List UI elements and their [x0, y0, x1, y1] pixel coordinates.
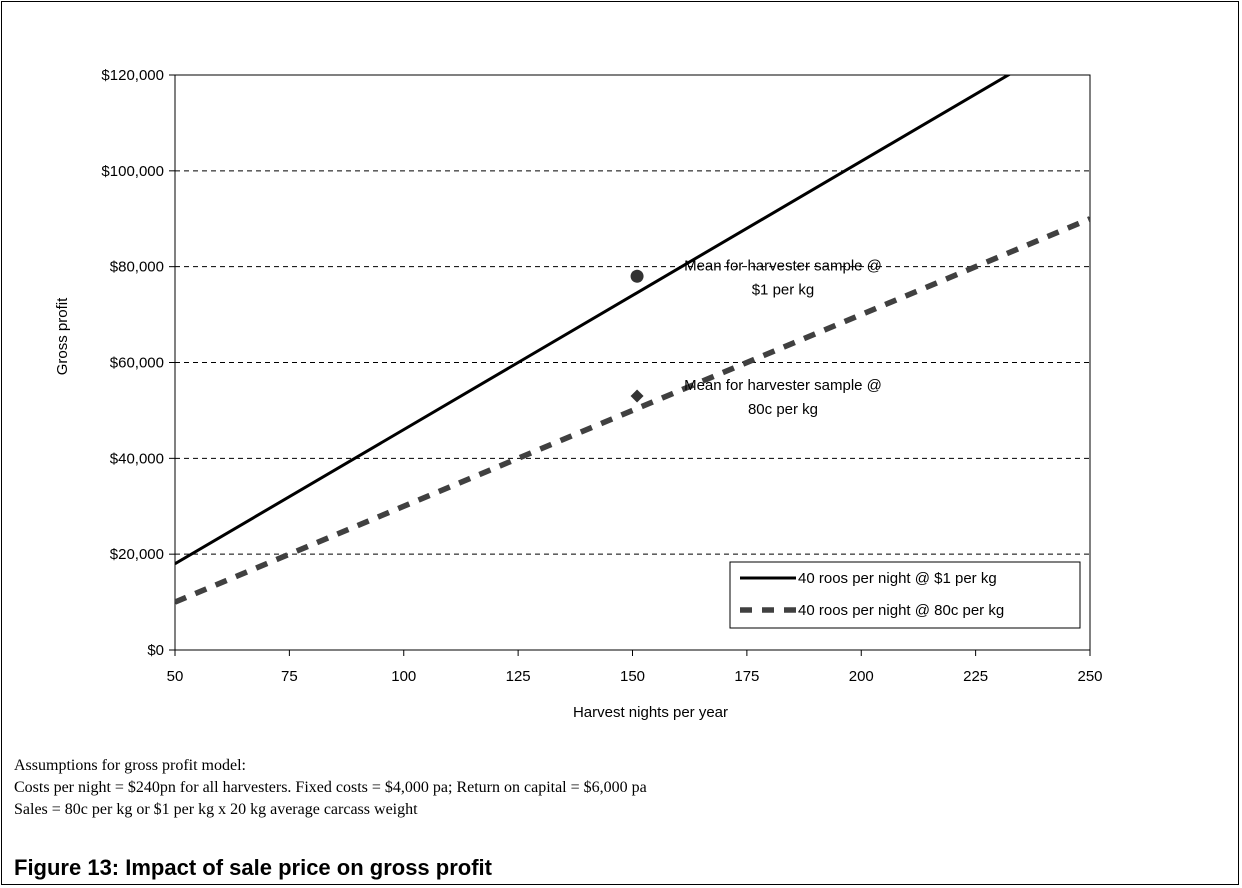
x-tick-label-8: 250	[1077, 668, 1102, 685]
mean-point-label-1-0: Mean for harvester sample @	[684, 377, 882, 394]
figure-caption: Figure 13: Impact of sale price on gross…	[14, 855, 492, 880]
gross-profit-chart: $0 $20,000 $40,000 $60,000 $80,000 $100,000 $1…	[54, 67, 1103, 721]
y-axis-label: Gross profit	[54, 297, 71, 375]
series-line-0	[175, 75, 1012, 566]
axes: $0 $20,000 $40,000 $60,000 $80,000 $100,000 $1…	[54, 67, 1103, 721]
mean-point-circle-0	[630, 269, 644, 283]
mean-points: Mean for harvester sample @ $1 per kg Mean…	[630, 257, 882, 418]
notes-heading: Assumptions for gross profit model:	[14, 757, 246, 774]
notes-line-1: Costs per night = $240pn for all harvest…	[14, 779, 647, 796]
series-lines	[175, 75, 1090, 605]
mean-point-label-0-0: Mean for harvester sample @	[684, 257, 882, 274]
y-tick-label-6: $120,000	[101, 67, 164, 84]
legend-label-0: 40 roos per night @ $1 per kg	[798, 570, 997, 587]
mean-point-label-1-1: 80c per kg	[748, 401, 818, 418]
y-tick-label-0: $0	[147, 642, 164, 659]
x-tick-label-5: 175	[734, 668, 759, 685]
mean-point-diamond-1	[630, 389, 644, 403]
legend: 40 roos per night @ $1 per kg 40 roos per…	[729, 561, 1081, 629]
x-tick-label-7: 225	[963, 668, 988, 685]
assumption-notes: Assumptions for gross profit model: Cost…	[14, 755, 1214, 821]
y-tick-label-2: $40,000	[110, 450, 164, 467]
y-tick-label-4: $80,000	[110, 259, 164, 276]
x-axis-label: Harvest nights per year	[573, 704, 728, 721]
mean-point-label-0-1: $1 per kg	[752, 281, 815, 298]
y-tick-label-1: $20,000	[110, 546, 164, 563]
x-tick-label-3: 125	[506, 668, 531, 685]
y-tick-label-5: $100,000	[101, 163, 164, 180]
y-tick-label-3: $60,000	[110, 355, 164, 372]
x-tick-label-6: 200	[849, 668, 874, 685]
x-tick-label-4: 150	[620, 668, 645, 685]
x-tick-label-1: 75	[281, 668, 298, 685]
legend-box	[729, 561, 1081, 629]
legend-label-1: 40 roos per night @ 80c per kg	[798, 602, 1004, 619]
series-line-1	[175, 216, 1090, 605]
gridlines	[175, 170, 1090, 555]
x-tick-label-0: 50	[167, 668, 184, 685]
x-tick-label-2: 100	[391, 668, 416, 685]
notes-line-2: Sales = 80c per kg or $1 per kg x 20 kg …	[14, 801, 418, 818]
